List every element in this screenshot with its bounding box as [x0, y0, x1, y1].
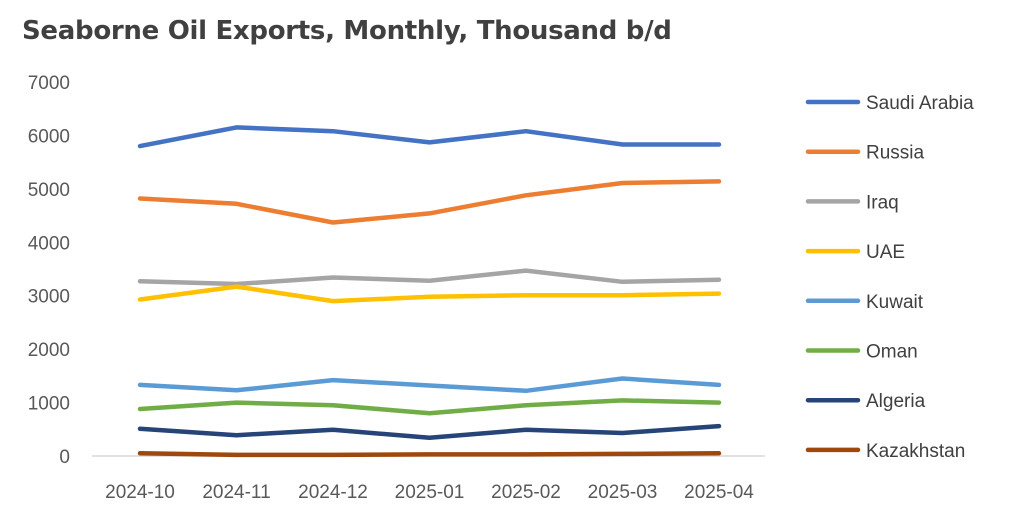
x-tick-label: 2024-11: [202, 482, 270, 503]
y-tick-label: 5000: [28, 180, 70, 201]
series-line-kazakhstan: [137, 451, 722, 458]
series-line-russia: [137, 179, 722, 225]
y-tick-label: 3000: [28, 287, 70, 308]
legend-label-russia: Russia: [866, 143, 925, 164]
x-tick-label: 2024-12: [298, 482, 368, 503]
legend-label-saudi-arabia: Saudi Arabia: [866, 93, 974, 114]
series-line-uae: [137, 284, 722, 304]
x-tick-label: 2025-02: [491, 482, 561, 503]
legend-label-iraq: Iraq: [866, 192, 899, 213]
legend-label-kuwait: Kuwait: [866, 292, 924, 313]
series-line-saudi-arabia: [137, 125, 722, 149]
y-tick-label: 6000: [28, 126, 70, 147]
chart-title: Seaborne Oil Exports, Monthly, Thousand …: [22, 16, 672, 46]
y-tick-label: 1000: [28, 394, 70, 415]
x-tick-label: 2025-01: [395, 482, 465, 503]
series-line-algeria: [137, 423, 722, 441]
x-tick-label: 2024-10: [105, 482, 175, 503]
legend-label-kazakhstan: Kazakhstan: [866, 441, 965, 462]
legend-label-uae: UAE: [866, 242, 905, 263]
y-tick-label: 7000: [28, 73, 70, 94]
series-line-iraq: [137, 268, 722, 287]
y-tick-label: 4000: [28, 233, 70, 254]
x-tick-label: 2025-04: [684, 482, 754, 503]
series-line-kuwait: [137, 376, 722, 394]
series-line-oman: [137, 398, 722, 416]
legend-label-algeria: Algeria: [866, 391, 926, 412]
y-tick-label: 0: [59, 447, 70, 468]
legend-label-oman: Oman: [866, 342, 918, 363]
y-tick-label: 2000: [28, 340, 70, 361]
x-tick-label: 2025-03: [588, 482, 658, 503]
